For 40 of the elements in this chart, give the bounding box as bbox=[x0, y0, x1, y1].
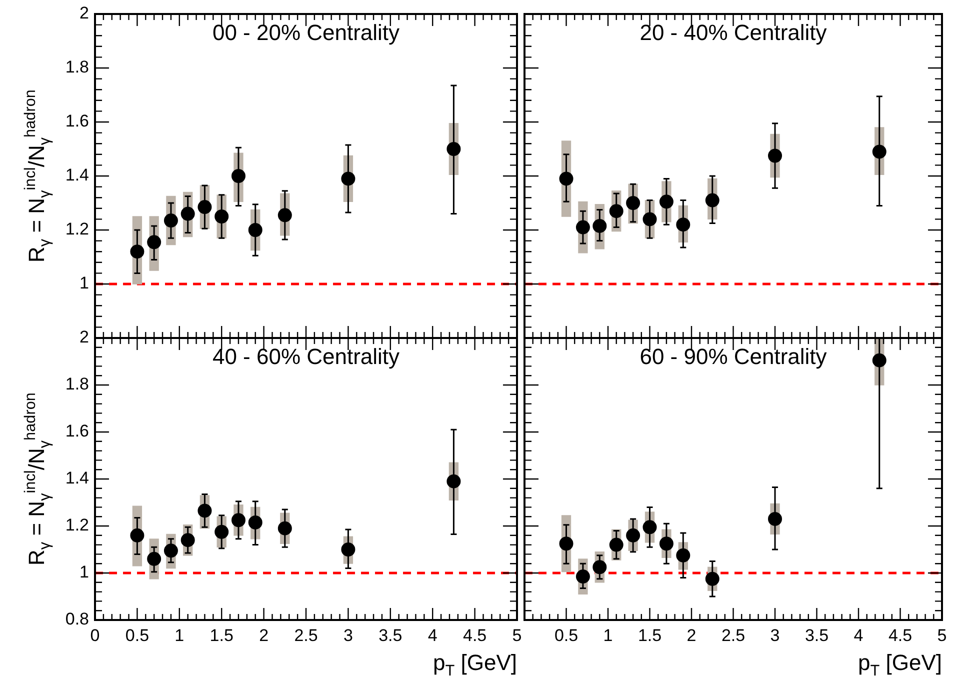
x-tick-label: 1 bbox=[603, 626, 613, 645]
chart-title: 40 - 60% Centrality bbox=[212, 344, 400, 369]
x-tick-label: 1 bbox=[174, 626, 184, 645]
y-tick-label: 1 bbox=[80, 274, 89, 293]
x-tick-label: 4.5 bbox=[462, 626, 487, 645]
y-tick-label: 1 bbox=[80, 562, 89, 582]
x-tick-label: 0.5 bbox=[554, 626, 578, 645]
x-tick-label: 4 bbox=[428, 626, 438, 645]
y-tick-label: 1.2 bbox=[65, 220, 89, 239]
x-tick-label: 3 bbox=[770, 626, 780, 645]
x-tick-label: 2.5 bbox=[294, 626, 318, 645]
y-axis-title: Rγ = Nγincl/Nγhadron bbox=[22, 90, 54, 262]
x-tick-label: 2 bbox=[259, 626, 269, 645]
x-tick-label: 3 bbox=[343, 626, 353, 645]
chart-title: 20 - 40% Centrality bbox=[640, 20, 827, 45]
y-tick-label: 2 bbox=[80, 4, 89, 23]
chart-title: 60 - 90% Centrality bbox=[640, 344, 827, 369]
x-tick-label: 2 bbox=[686, 626, 696, 645]
x-tick-label: 1.5 bbox=[210, 626, 234, 645]
x-tick-label: 0.5 bbox=[125, 626, 150, 645]
x-tick-label: 5 bbox=[937, 626, 947, 645]
x-tick-label: 5 bbox=[512, 626, 522, 645]
y-tick-label: 2 bbox=[80, 328, 89, 347]
y-tick-label: 1.6 bbox=[65, 422, 89, 441]
x-tick-label: 1.5 bbox=[638, 626, 662, 645]
x-tick-label: 4.5 bbox=[888, 626, 912, 645]
x-tick-label: 4 bbox=[854, 626, 864, 645]
y-tick-label: 1.4 bbox=[65, 166, 89, 185]
x-tick-label: 3.5 bbox=[804, 626, 829, 645]
x-tick-label: 2.5 bbox=[721, 626, 746, 645]
y-axis-title: Rγ = Nγincl/Nγhadron bbox=[22, 392, 54, 566]
x-tick-label: 0 bbox=[90, 626, 100, 645]
y-tick-label: 1.8 bbox=[65, 58, 89, 77]
chart-title: 00 - 20% Centrality bbox=[212, 20, 400, 45]
y-tick-label: 1.6 bbox=[65, 112, 89, 131]
y-tick-label: 1.8 bbox=[65, 374, 89, 394]
y-tick-label: 1.2 bbox=[65, 516, 89, 535]
x-tick-label: 3.5 bbox=[378, 626, 402, 645]
y-tick-label: 0.8 bbox=[65, 610, 89, 629]
y-tick-label: 1.4 bbox=[65, 468, 89, 488]
